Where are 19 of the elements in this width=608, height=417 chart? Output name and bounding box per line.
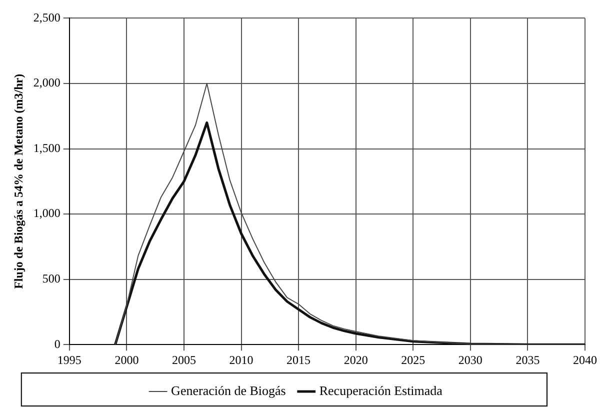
y-tick-label: 1,500 xyxy=(33,140,60,155)
x-tick-label: 2025 xyxy=(401,352,426,367)
y-axis-title: Flujo de Biogás a 54% de Metano (m3/hr) xyxy=(11,74,26,289)
legend-label: Recuperación Estimada xyxy=(319,382,443,398)
x-tick-label: 2040 xyxy=(573,352,597,367)
x-tick-label: 2000 xyxy=(114,352,139,367)
y-tick-label: 500 xyxy=(42,271,60,286)
legend-label: Generación de Biogás xyxy=(171,382,286,398)
x-tick-label: 2035 xyxy=(516,352,540,367)
y-tick-label: 2,500 xyxy=(33,10,60,24)
y-tick-label: 0 xyxy=(54,336,60,351)
x-tick-label: 2015 xyxy=(286,352,311,367)
x-tick-label: 1995 xyxy=(57,352,82,367)
x-tick-label: 2005 xyxy=(172,352,196,367)
y-tick-label: 1,000 xyxy=(33,206,60,220)
x-tick-label: 2020 xyxy=(344,352,368,367)
x-tick-label: 2010 xyxy=(229,352,254,367)
y-tick-label: 2,000 xyxy=(33,76,60,90)
x-tick-label: 2030 xyxy=(458,352,482,367)
